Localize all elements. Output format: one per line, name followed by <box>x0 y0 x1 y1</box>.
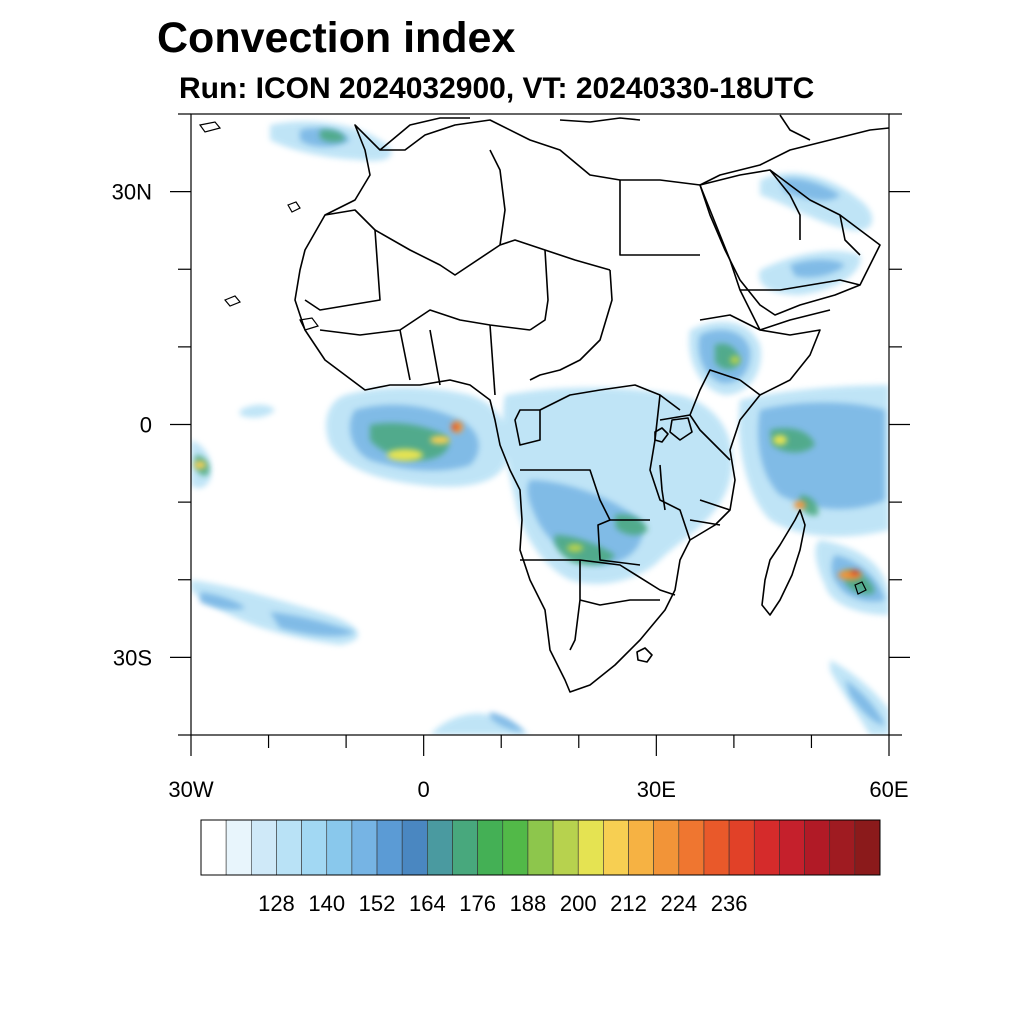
colorbar-swatch <box>225 819 252 876</box>
colorbar-swatch <box>502 819 529 876</box>
colorbar-swatch <box>653 819 680 876</box>
colorbar-swatch <box>552 819 579 876</box>
colorbar-frame <box>200 819 881 876</box>
colorbar-swatch <box>728 819 755 876</box>
colorbar-swatch <box>753 819 780 876</box>
colorbar-swatch <box>628 819 654 876</box>
map-title: Convection index <box>157 14 516 62</box>
lat-labels: 30N 0 30S <box>112 180 152 671</box>
colorbar-swatch <box>276 819 302 876</box>
colorbar-swatch <box>250 819 277 876</box>
colorbar-label: 224 <box>660 891 697 916</box>
lon-label: 0 <box>418 777 430 802</box>
lon-labels: 30W 0 30E 60E <box>168 777 908 802</box>
colorbar-swatch <box>401 819 428 876</box>
lon-label: 30W <box>168 777 213 802</box>
colorbar-swatch <box>376 819 403 876</box>
axis-ticks <box>170 113 910 756</box>
colorbar-label: 128 <box>258 891 295 916</box>
colorbar-swatch <box>703 819 730 876</box>
colorbar-swatch <box>804 819 831 876</box>
colorbar-label: 200 <box>560 891 597 916</box>
colorbar-swatch <box>854 819 881 876</box>
colorbar-swatch <box>301 819 328 876</box>
colorbar-swatch <box>200 819 227 876</box>
colorbar-swatch <box>326 819 353 876</box>
colorbar-swatch <box>779 819 805 876</box>
colorbar-swatch <box>427 819 453 876</box>
map-panel: 30N 0 30S 30W 0 30E 60E <box>112 113 910 802</box>
colorbar-swatch <box>603 819 629 876</box>
lat-label: 30S <box>113 645 152 670</box>
colorbar: 128 140 152 164 176 188 200 212 224 236 <box>200 819 881 916</box>
map-subtitle: Run: ICON 2024032900, VT: 20240330-18UTC <box>179 72 815 105</box>
convection-field <box>191 114 889 735</box>
colorbar-label: 176 <box>459 891 496 916</box>
colorbar-swatch <box>577 819 604 876</box>
lat-label: 30N <box>112 180 152 205</box>
lon-label: 60E <box>869 777 908 802</box>
colorbar-swatch <box>527 819 554 876</box>
colorbar-label: 212 <box>610 891 647 916</box>
colorbar-swatch <box>351 819 378 876</box>
colorbar-label: 152 <box>359 891 396 916</box>
colorbar-swatch <box>829 819 856 876</box>
colorbar-swatch <box>452 819 478 876</box>
coastline-outline <box>294 114 889 693</box>
colorbar-swatch <box>678 819 705 876</box>
colorbar-label: 140 <box>308 891 345 916</box>
colorbar-swatch <box>477 819 504 876</box>
lon-label: 30E <box>637 777 676 802</box>
lat-label: 0 <box>140 413 152 438</box>
colorbar-label: 164 <box>409 891 446 916</box>
colorbar-label: 188 <box>510 891 547 916</box>
colorbar-label: 236 <box>711 891 748 916</box>
